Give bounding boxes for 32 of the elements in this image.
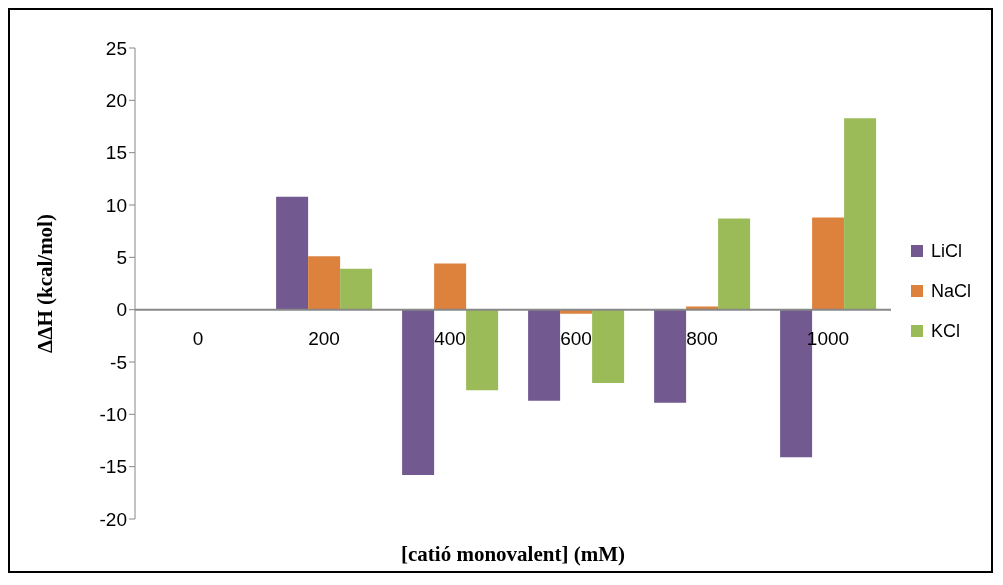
y-tick-label: -20 <box>99 508 127 530</box>
x-tick-label: 600 <box>560 327 592 349</box>
x-tick-label: 800 <box>686 327 718 349</box>
legend-label: KCl <box>930 319 960 343</box>
y-tick-label: -10 <box>99 404 127 426</box>
bar <box>308 256 341 310</box>
x-tick-label: 400 <box>434 327 466 349</box>
bar <box>466 309 499 391</box>
x-tick-label: 200 <box>308 327 340 349</box>
y-tick-label: 15 <box>105 142 127 164</box>
bar <box>718 218 751 310</box>
bar <box>340 268 373 310</box>
y-tick-label: 20 <box>105 90 127 112</box>
legend-label: NaCl <box>930 279 971 303</box>
y-tick-label: -15 <box>99 456 127 478</box>
bar <box>528 309 561 401</box>
y-tick-label: 25 <box>105 37 127 59</box>
y-tick-label: 10 <box>105 194 127 216</box>
x-axis-title: [catió monovalent] (mM) <box>401 542 625 566</box>
bar <box>402 309 435 476</box>
bar <box>844 118 877 310</box>
y-tick-label: 0 <box>116 299 127 321</box>
bar <box>434 263 467 310</box>
bar <box>812 217 845 310</box>
y-tick-label: -5 <box>110 351 127 373</box>
bar <box>276 196 309 310</box>
bar <box>592 309 625 383</box>
bar <box>654 309 687 403</box>
x-tick-label: 0 <box>192 327 204 349</box>
y-tick-label: 5 <box>116 247 127 269</box>
y-axis-title: ΔΔH (kcal/mol) <box>33 214 58 353</box>
legend-label: LiCl <box>930 239 962 263</box>
